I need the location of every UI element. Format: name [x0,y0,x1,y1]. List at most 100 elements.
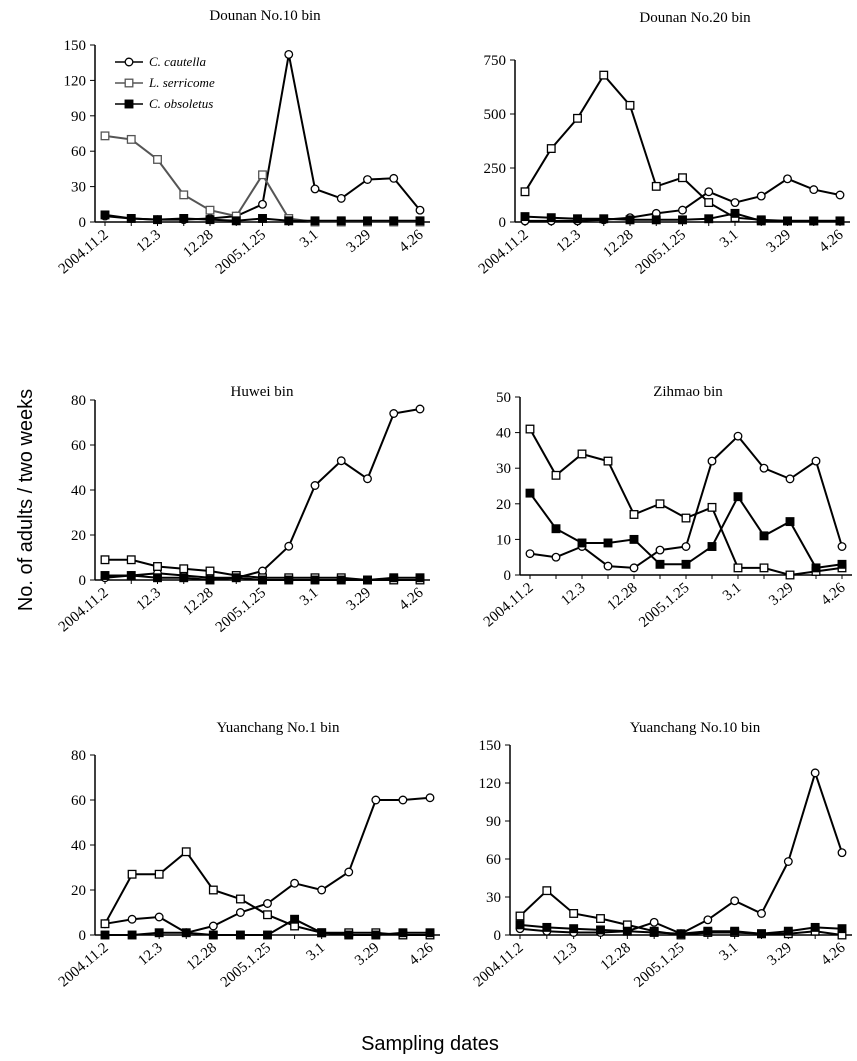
x-tick-label: 3.1 [720,580,745,604]
point [363,575,372,585]
point [124,57,134,67]
point [310,575,320,585]
point [100,919,110,929]
point [757,929,766,939]
point [100,555,110,565]
point [596,925,605,935]
point [783,174,792,184]
point [759,531,769,541]
x-tick-label: 2005.1.25 [213,227,269,278]
x-tick-label: 2005.1.25 [631,940,687,991]
point [733,492,743,502]
point [649,928,659,937]
point [284,575,294,585]
point [730,208,740,218]
point [258,199,267,209]
y-tick-label: 30 [496,461,511,477]
point [655,545,665,555]
point [542,922,552,932]
y-tick-label: 20 [71,528,86,544]
point [231,216,241,226]
point [525,549,535,559]
y-tick-label: 120 [479,776,502,792]
x-tick-label: 12.28 [598,940,634,974]
y-tick-label: 80 [71,393,86,409]
y-tick-label: 30 [71,180,86,196]
panel: Dounan No.10 bin 0 30 60 90 120 150 2004.11.2 12… [56,8,430,278]
point [415,573,425,583]
legend-label: C. obsoletus [149,96,213,111]
point [398,928,408,938]
point [785,517,795,527]
chart-title: Dounan No.10 bin [209,8,321,24]
y-tick-label: 0 [79,573,87,589]
point [235,930,245,940]
point [363,175,372,184]
point [153,562,162,571]
y-tick-label: 40 [71,483,86,499]
chart-title: Yuanchang No.1 bin [217,720,340,736]
point [809,216,819,226]
y-tick-label: 150 [64,38,87,54]
x-tick-label: 3.1 [304,940,329,964]
y-tick-label: 750 [484,53,507,69]
x-tick-label: 2005.1.25 [213,585,269,636]
x-tick-label: 12.28 [604,580,640,614]
point [317,928,327,938]
point [809,185,819,195]
chart-title: Zihmao bin [653,384,723,400]
point [100,930,110,940]
point [126,134,136,144]
x-tick-label: 3.29 [764,227,794,256]
point [153,573,162,583]
series-line [104,408,421,579]
point [336,216,346,226]
point [263,930,272,940]
chart-title: Huwei bin [231,384,294,400]
point [415,404,425,414]
point [258,575,267,585]
x-tick-label: 12.3 [550,940,580,969]
point [704,214,714,224]
point [336,456,346,466]
point [179,564,189,574]
point [290,914,300,924]
point [756,216,766,226]
point [290,878,300,888]
chart-title: Yuanchang No.10 bin [630,720,761,736]
point [515,920,525,930]
x-tick-label: 3.29 [344,585,374,614]
point [837,924,847,934]
point [704,198,714,208]
point [515,911,525,921]
series-line [104,850,430,936]
point [577,449,587,459]
x-tick-label: 4.26 [818,939,849,968]
point [389,173,399,183]
point [310,481,320,490]
point [649,917,659,927]
point [371,930,381,940]
point [208,885,218,895]
point [678,215,687,225]
point [263,910,272,920]
point [336,193,346,203]
x-tick-label: 3.29 [352,940,382,969]
x-axis-label: Sampling dates [361,1033,499,1055]
x-tick-label: 3.29 [344,227,374,256]
point [154,928,164,938]
x-tick-label: 2004.11.2 [476,227,532,277]
point [733,563,743,573]
x-tick-label: 2004.11.2 [481,580,537,630]
point [837,542,847,551]
point [703,926,713,936]
point [100,571,110,580]
y-tick-label: 20 [496,497,511,513]
point [676,929,686,939]
point [363,216,372,226]
point [783,926,793,936]
x-tick-label: 12.3 [135,940,165,969]
chart-title: Dounan No.20 bin [639,10,751,26]
x-tick-label: 4.26 [406,939,437,968]
x-tick-label: 4.26 [816,226,847,255]
